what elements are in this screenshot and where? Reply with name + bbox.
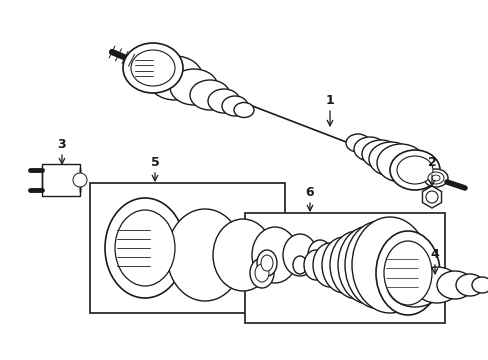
Ellipse shape	[234, 103, 253, 117]
Ellipse shape	[413, 267, 459, 303]
Ellipse shape	[115, 210, 175, 286]
Ellipse shape	[423, 169, 447, 187]
Ellipse shape	[123, 43, 183, 93]
Ellipse shape	[471, 277, 488, 293]
Ellipse shape	[427, 172, 443, 184]
Text: 2: 2	[427, 157, 435, 170]
Ellipse shape	[73, 173, 87, 187]
Ellipse shape	[335, 249, 346, 261]
Ellipse shape	[321, 237, 365, 293]
Ellipse shape	[249, 258, 273, 288]
Polygon shape	[42, 164, 80, 196]
Ellipse shape	[329, 231, 383, 299]
Ellipse shape	[105, 198, 184, 298]
Ellipse shape	[251, 227, 297, 283]
Ellipse shape	[455, 274, 483, 296]
Ellipse shape	[170, 69, 218, 105]
Ellipse shape	[389, 150, 439, 190]
Bar	[90, 183, 285, 313]
Ellipse shape	[345, 221, 414, 309]
Ellipse shape	[353, 137, 385, 161]
Ellipse shape	[431, 175, 439, 181]
Ellipse shape	[361, 140, 399, 168]
Ellipse shape	[131, 50, 175, 86]
Ellipse shape	[376, 144, 424, 182]
Ellipse shape	[307, 240, 331, 270]
Ellipse shape	[337, 226, 399, 304]
Text: 3: 3	[58, 138, 66, 150]
Ellipse shape	[257, 250, 276, 276]
Ellipse shape	[436, 271, 472, 299]
Ellipse shape	[283, 234, 316, 276]
Ellipse shape	[312, 243, 346, 287]
Ellipse shape	[167, 209, 243, 301]
Text: 4: 4	[430, 248, 439, 261]
Ellipse shape	[386, 263, 442, 307]
Ellipse shape	[351, 217, 427, 313]
Text: 1: 1	[325, 94, 334, 107]
Ellipse shape	[292, 256, 306, 274]
Text: 6: 6	[305, 185, 314, 198]
Ellipse shape	[396, 156, 432, 184]
Ellipse shape	[207, 89, 240, 113]
Ellipse shape	[261, 255, 272, 271]
Ellipse shape	[383, 241, 431, 305]
Ellipse shape	[147, 56, 203, 100]
Ellipse shape	[190, 80, 229, 110]
Ellipse shape	[425, 191, 437, 203]
Polygon shape	[422, 186, 441, 208]
Ellipse shape	[368, 142, 412, 176]
Ellipse shape	[304, 250, 327, 280]
Bar	[244, 213, 444, 323]
Ellipse shape	[375, 231, 439, 315]
Text: 5: 5	[150, 157, 159, 170]
Ellipse shape	[254, 264, 268, 282]
Ellipse shape	[213, 219, 272, 291]
Ellipse shape	[325, 245, 340, 265]
Ellipse shape	[222, 96, 247, 116]
Ellipse shape	[346, 134, 369, 152]
